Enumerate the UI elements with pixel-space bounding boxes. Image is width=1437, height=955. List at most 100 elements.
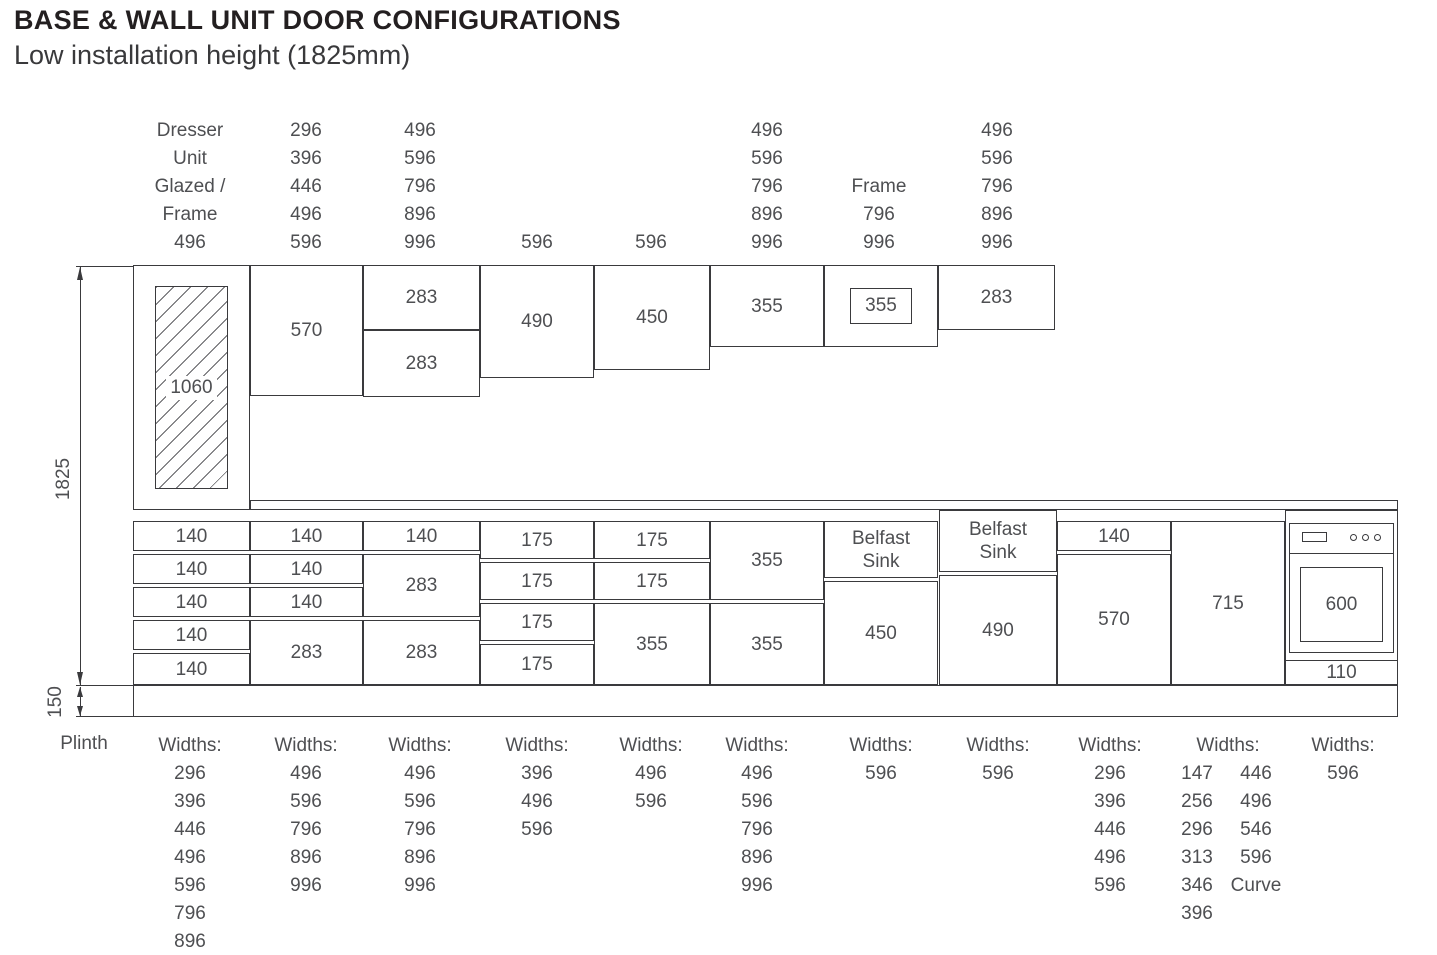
dim-extension-line	[76, 716, 133, 717]
widths-column: Widths: 496 596 796 896 996	[697, 732, 817, 900]
unit-size-label: 1060	[166, 375, 217, 400]
oven-drawer: 110	[1285, 660, 1398, 685]
base-drawer-2-door-box: 283	[363, 620, 480, 685]
wall-unit-355-framed-box: 355	[824, 265, 938, 347]
unit-size-label: 140	[1098, 525, 1130, 547]
base-4-drawer-box: 175	[480, 644, 594, 685]
header-size-label: 596	[751, 148, 783, 169]
unit-size-label: 140	[405, 525, 438, 547]
header-size-label: 996	[981, 232, 1013, 253]
widths-value: 256	[1181, 791, 1213, 812]
unit-size-label: 140	[290, 525, 323, 547]
widths-value: 796	[404, 819, 436, 840]
header-size-label: 496	[404, 120, 436, 141]
widths-value: 313	[1181, 847, 1213, 868]
unit-size-label: 355	[751, 550, 783, 571]
base-3-drawer-door-box: 283	[250, 620, 363, 685]
unit-size-label: Belfast Sink	[968, 519, 1028, 563]
header-size-label: 796	[404, 176, 436, 197]
header-size-column: Dresser Unit Glazed / Frame 496	[130, 117, 250, 257]
unit-size-label: 283	[980, 287, 1013, 308]
wall-unit-570-box: 570	[250, 265, 363, 396]
glazed-panel: 1060	[155, 286, 228, 489]
header-size-label: 446	[290, 176, 322, 197]
unit-size-label: 175	[636, 529, 668, 551]
widths-value: 596	[1327, 763, 1359, 784]
header-size-label: 896	[981, 204, 1013, 225]
header-size-label: Unit	[173, 148, 207, 169]
header-size-label: 796	[981, 176, 1013, 197]
widths-value: 596	[404, 791, 436, 812]
header-size-label: 596	[981, 148, 1013, 169]
base-5-drawer-box: 140	[133, 620, 250, 650]
widths-column: Widths: 147 446 256 496 296 546 313 596 346 Curve 3…	[1168, 732, 1288, 928]
oven-door: 600	[1300, 567, 1383, 642]
widths-value: 896	[290, 847, 322, 868]
widths-header: Widths:	[1196, 735, 1260, 756]
base-4-drawer-box: 175	[480, 603, 594, 641]
widths-value: 496	[635, 763, 667, 784]
widths-value: 446	[1240, 763, 1272, 784]
widths-value: 596	[865, 763, 897, 784]
plinth-dim-line	[80, 687, 81, 716]
base-drawer-door-570-box: 140	[1057, 521, 1171, 551]
page-subtitle: Low installation height (1825mm)	[14, 40, 411, 70]
height-dim-label: 1825	[53, 457, 74, 501]
oven-door-label: 600	[1325, 593, 1358, 615]
header-size-label: 496	[981, 120, 1013, 141]
base-5-drawer-box: 140	[133, 653, 250, 685]
widths-value	[1228, 900, 1284, 928]
base-3-drawer-door-box: 140	[250, 521, 363, 551]
widths-value-pair: 147 446	[1168, 760, 1288, 788]
unit-size-label: 283	[405, 353, 438, 374]
base-3-drawer-door-box: 140	[250, 554, 363, 584]
oven-knob	[1350, 534, 1357, 541]
oven-display	[1302, 532, 1327, 542]
header-size-label: 796	[863, 204, 895, 225]
widths-value: 596	[174, 875, 206, 896]
base-3-drawer-door-box: 140	[250, 587, 363, 617]
widths-value-pair: 313 596	[1168, 844, 1288, 872]
dresser-unit-box: 1060	[133, 265, 250, 510]
header-size-label: 596	[635, 232, 667, 253]
header-size-label: Frame	[851, 176, 907, 197]
widths-value: 596	[741, 791, 773, 812]
widths-value: 496	[1094, 847, 1126, 868]
widths-value: 396	[174, 791, 206, 812]
widths-value: 446	[174, 819, 206, 840]
header-size-label: Dresser	[156, 120, 224, 141]
base-2-door-355-box: 355	[710, 521, 824, 600]
wall-unit-283x2-box: 283	[363, 330, 480, 397]
unit-size-label: 175	[521, 611, 553, 633]
wall-unit-450-box: 450	[594, 265, 710, 370]
widths-value-pair: 346 Curve	[1168, 872, 1288, 900]
header-size-label: Frame	[162, 204, 218, 225]
header-size-label: Glazed /	[154, 176, 226, 197]
widths-value: 147	[1181, 763, 1213, 784]
widths-value: 596	[982, 763, 1014, 784]
header-size-label: 496	[290, 204, 322, 225]
unit-size-label: Belfast Sink	[851, 527, 911, 572]
unit-size-label: 450	[865, 622, 897, 644]
header-size-label: 496	[174, 232, 206, 253]
header-size-label: 896	[404, 204, 436, 225]
header-size-label: 596	[290, 232, 322, 253]
widths-value-pair: 296 546	[1168, 816, 1288, 844]
unit-size-label: 490	[521, 311, 553, 332]
unit-size-label: 450	[636, 307, 668, 328]
widths-header: Widths:	[388, 735, 452, 756]
widths-value: 796	[741, 819, 773, 840]
unit-size-label: 140	[175, 658, 208, 680]
base-2-drawer-door-box: 175	[594, 521, 710, 559]
unit-size-label: 175	[521, 654, 553, 675]
widths-header: Widths:	[725, 735, 789, 756]
widths-value: Curve	[1230, 875, 1282, 896]
widths-value: 996	[741, 875, 773, 896]
unit-size-label: 140	[175, 558, 208, 580]
widths-value-pair: 396	[1168, 900, 1288, 928]
widths-value: 396	[1181, 903, 1213, 924]
wall-unit-355-box: 355	[710, 265, 824, 347]
base-door-715-box: 715	[1171, 521, 1285, 685]
unit-size-label: 355	[850, 288, 912, 324]
widths-column: Widths: 296 396 446 496 596 796 896	[130, 732, 250, 955]
